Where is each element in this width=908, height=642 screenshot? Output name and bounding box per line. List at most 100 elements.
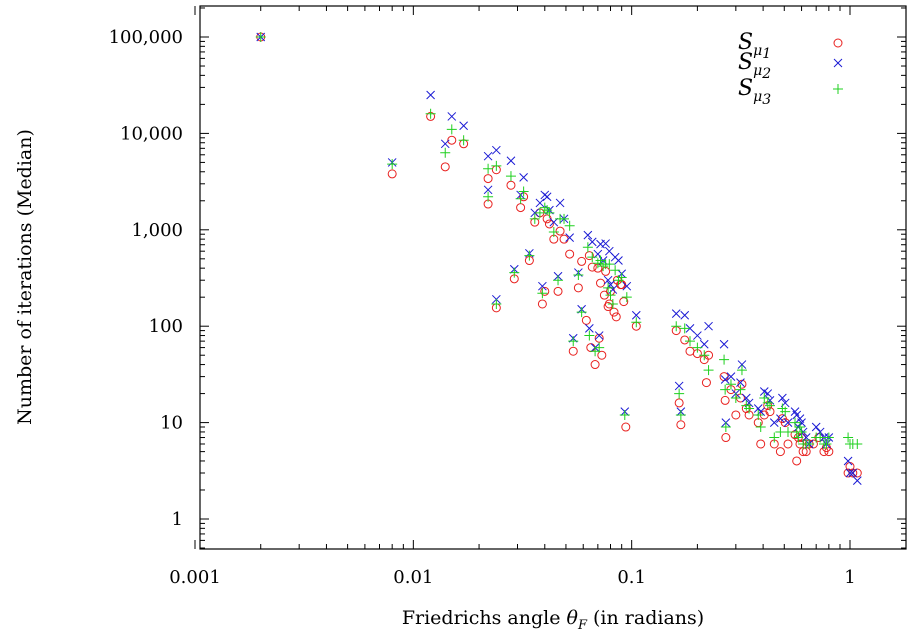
point-cross [584, 323, 594, 333]
point-circle [553, 286, 563, 296]
point-cross [622, 281, 632, 291]
legend-label-2-main: S [738, 50, 753, 75]
point-cross [601, 239, 610, 248]
point-plus [573, 269, 584, 280]
point-plus [719, 354, 730, 365]
point-plus [794, 422, 805, 433]
point-circle [680, 335, 690, 345]
x-tick-label: 0.001 [169, 567, 221, 588]
legend-label-2-subsub: 2 [761, 66, 771, 82]
point-plus [584, 330, 595, 341]
point-cross [519, 172, 528, 182]
point-plus [559, 213, 570, 224]
point-plus [804, 438, 815, 449]
point-plus [764, 400, 775, 411]
point-plus [671, 321, 682, 332]
point-cross [699, 339, 709, 349]
point-circle [568, 346, 578, 356]
point-cross [811, 422, 821, 432]
point-plus [762, 397, 773, 408]
point-plus [509, 267, 520, 278]
point-plus [782, 426, 793, 437]
point-plus [790, 417, 801, 428]
point-plus [518, 186, 529, 197]
point-plus [483, 191, 494, 202]
point-circle [596, 278, 606, 288]
point-plus [692, 342, 703, 353]
point-plus [815, 432, 826, 443]
point-circle [387, 169, 397, 179]
point-plus [753, 409, 764, 420]
y-tick-label: 10 [160, 413, 183, 434]
y-axis-title: Number of iterations (Median) [14, 129, 36, 425]
x-axis-title-suffix: (in radians) [587, 607, 704, 629]
point-circle [685, 346, 695, 356]
point-plus [564, 220, 575, 231]
point-cross [741, 393, 751, 403]
point-cross [704, 321, 713, 331]
point-plus [542, 205, 553, 216]
point-circle [701, 378, 711, 388]
point-plus [491, 160, 502, 171]
x-axis-title-theta: θ [567, 607, 579, 629]
point-circle [483, 174, 493, 184]
point-plus [582, 242, 593, 253]
point-plus [529, 213, 540, 224]
legend-entry-s-mu-3: Sμ3 [738, 76, 843, 108]
y-tick-label: 1 [172, 509, 183, 530]
point-cross [530, 208, 540, 218]
legend-label-1-sub: μ [753, 43, 762, 59]
point-plus [539, 202, 550, 213]
point-cross [719, 339, 729, 349]
plot-frame [199, 5, 907, 550]
point-cross [440, 139, 450, 149]
point-cross [483, 151, 493, 161]
point-plus [483, 163, 494, 174]
point-cross [845, 468, 855, 478]
point-circle [597, 350, 607, 360]
point-cross [565, 233, 575, 242]
point-circle [721, 433, 731, 443]
point-cross [671, 309, 681, 318]
point-circle [584, 251, 594, 261]
point-cross [483, 185, 493, 195]
point-cross [680, 310, 690, 320]
point-circle [447, 135, 457, 145]
point-cross [549, 217, 559, 227]
point-plus [796, 426, 807, 437]
point-circle [775, 447, 785, 457]
point-cross [843, 456, 853, 466]
point-cross [852, 476, 862, 485]
point-circle [676, 420, 686, 430]
point-circle [843, 468, 853, 478]
point-plus [720, 384, 731, 395]
point-circle [440, 162, 450, 172]
point-plus [621, 292, 632, 303]
y-tick-label: 1,000 [131, 220, 183, 241]
point-circle [731, 410, 741, 420]
x-tick-label: 0.01 [393, 567, 433, 588]
y-tick-label: 10,000 [120, 123, 183, 144]
point-plus [553, 275, 564, 286]
legend-marker-circle [833, 38, 843, 48]
point-cross [594, 331, 604, 340]
point-plus [769, 432, 780, 443]
point-circle [737, 379, 747, 389]
point-plus [684, 336, 695, 347]
point-plus [843, 432, 854, 443]
legend-entry-s-mu-2: Sμ2 [738, 50, 843, 82]
point-circle [848, 468, 858, 478]
point-circle [780, 418, 790, 428]
legend-label-3-sub: μ [753, 89, 762, 105]
point-circle [611, 312, 621, 322]
point-plus [505, 171, 516, 182]
point-cross [848, 468, 858, 478]
point-circle [674, 398, 684, 408]
point-cross [674, 381, 684, 391]
point-plus [603, 282, 614, 293]
point-plus [823, 432, 834, 443]
legend-label-1-main: S [738, 30, 753, 55]
point-circle [586, 343, 596, 353]
point-cross [720, 375, 730, 384]
point-plus [793, 432, 804, 443]
